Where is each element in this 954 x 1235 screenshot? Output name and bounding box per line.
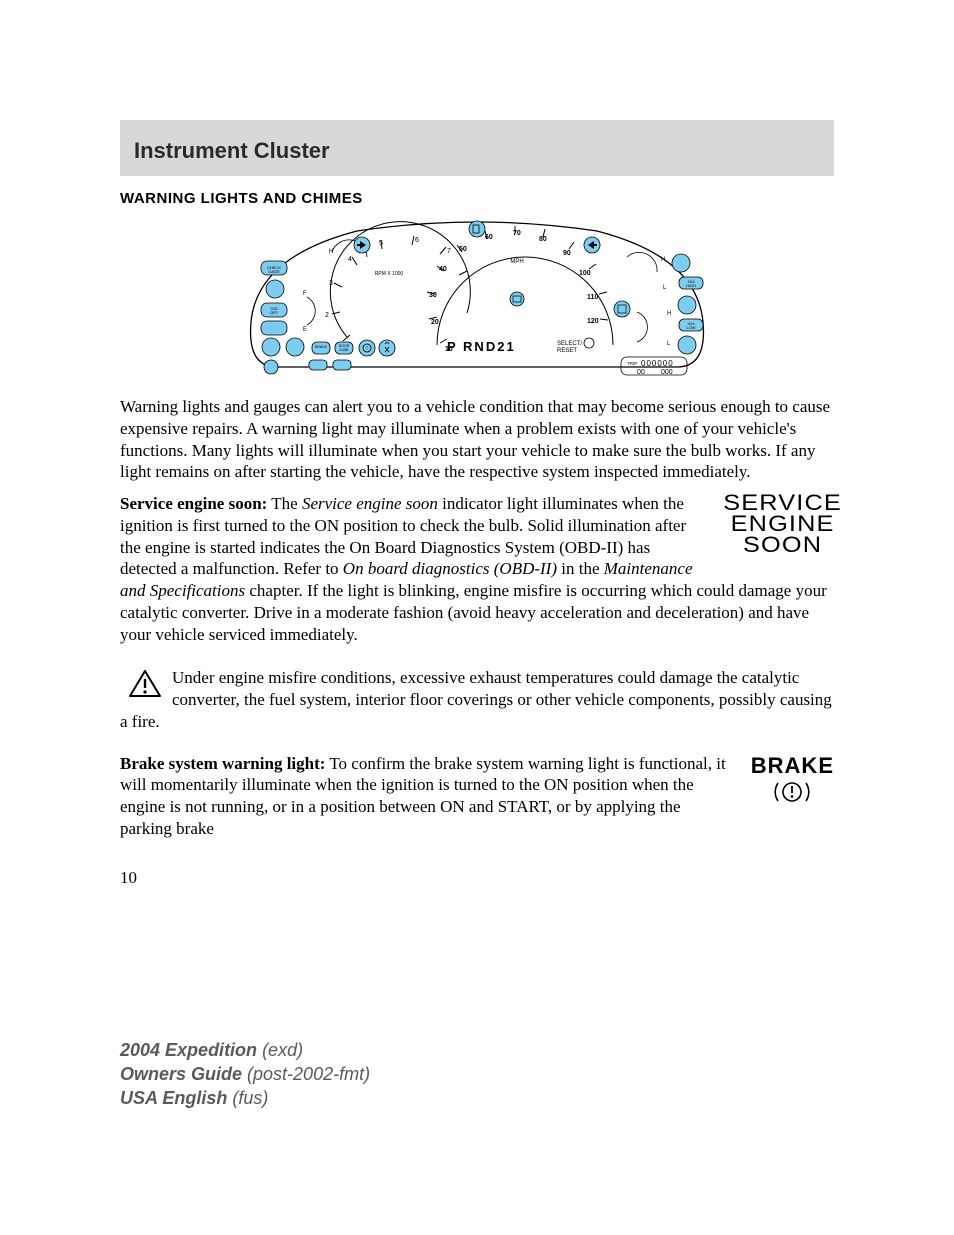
svg-text:000000: 000000 (641, 359, 674, 368)
intro-paragraph: Warning lights and gauges can alert you … (120, 396, 834, 483)
svg-text:HIGH: HIGH (686, 283, 696, 288)
svg-text:H: H (329, 249, 333, 255)
svg-text:4: 4 (348, 256, 352, 263)
svg-text:30: 30 (429, 292, 437, 299)
svg-text:90: 90 (563, 250, 571, 257)
brake-lead: Brake system warning light: (120, 754, 325, 773)
svg-text:MPH: MPH (510, 259, 523, 265)
caution-block: Under engine misfire conditions, excessi… (120, 667, 834, 732)
svg-text:GAGE: GAGE (268, 269, 280, 274)
svg-text:LOW: LOW (686, 325, 695, 330)
brake-label: BRAKE (751, 753, 834, 779)
footer-line-3: USA English (fus) (120, 1086, 834, 1110)
section-heading: WARNING LIGHTS AND CHIMES (120, 190, 834, 207)
brake-warning-icon: BRAKE (751, 753, 834, 810)
svg-text:OFF: OFF (270, 310, 279, 315)
svg-text:70: 70 (513, 230, 521, 237)
svg-text:H: H (661, 257, 665, 263)
svg-text:110: 110 (587, 294, 598, 301)
instrument-cluster-figure: 1 2 3 4 5 6 7 RPM X 1000 10 20 30 40 50 (120, 217, 834, 382)
warning-triangle-icon (128, 669, 162, 699)
svg-text:50: 50 (459, 246, 467, 253)
svg-text:H: H (667, 311, 671, 317)
svg-text:L: L (667, 341, 671, 347)
svg-text:7: 7 (447, 248, 451, 255)
svg-text:2: 2 (325, 312, 329, 319)
svg-text:P RND21: P RND21 (447, 339, 516, 354)
svg-text:60: 60 (485, 234, 493, 241)
svg-text:RPM X 1000: RPM X 1000 (375, 271, 404, 277)
svg-text:80: 80 (539, 236, 547, 243)
page-number: 10 (120, 868, 834, 888)
brake-symbol-icon (770, 779, 814, 805)
svg-text:BRAKE: BRAKE (315, 345, 328, 349)
svg-text:L: L (663, 285, 667, 291)
service-engine-soon-icon: SERVICE ENGINE SOON (731, 493, 834, 556)
svg-text:AJAR: AJAR (340, 348, 349, 352)
footer: 2004 Expedition (exd) Owners Guide (post… (120, 1038, 834, 1111)
svg-text:F: F (303, 291, 307, 297)
service-engine-block: SERVICE ENGINE SOON Service engine soon:… (120, 493, 834, 655)
chapter-header-bar: Instrument Cluster (120, 120, 834, 176)
svg-text:!: ! (366, 346, 367, 352)
svg-text:E: E (303, 327, 307, 333)
svg-text:00: 00 (637, 369, 645, 376)
svg-text:40: 40 (439, 266, 447, 273)
svg-text:20: 20 (431, 319, 439, 326)
svg-text:RESET: RESET (557, 348, 577, 354)
svg-text:6: 6 (415, 237, 419, 244)
instrument-cluster-svg: 1 2 3 4 5 6 7 RPM X 1000 10 20 30 40 50 (237, 217, 717, 377)
svc-line-3: SOON (743, 532, 822, 557)
svg-text:120: 120 (587, 318, 599, 325)
brake-block: BRAKE Brake system warning light: To con… (120, 753, 834, 850)
svg-text:TRIP: TRIP (627, 361, 637, 366)
footer-line-2: Owners Guide (post-2002-fmt) (120, 1062, 834, 1086)
brake-para: Brake system warning light: To confirm t… (120, 753, 834, 840)
svg-text:5: 5 (379, 240, 383, 247)
svg-text:3: 3 (329, 280, 333, 287)
caution-text: Under engine misfire conditions, excessi… (120, 668, 832, 731)
svg-text:SELECT/: SELECT/ (557, 341, 582, 347)
svg-text:000: 000 (661, 369, 673, 376)
chapter-title: Instrument Cluster (134, 138, 820, 164)
svg-text:100: 100 (579, 270, 591, 277)
page: Instrument Cluster WARNING LIGHTS AND CH… (0, 0, 954, 1170)
footer-line-1: 2004 Expedition (exd) (120, 1038, 834, 1062)
service-engine-lead: Service engine soon: (120, 494, 267, 513)
